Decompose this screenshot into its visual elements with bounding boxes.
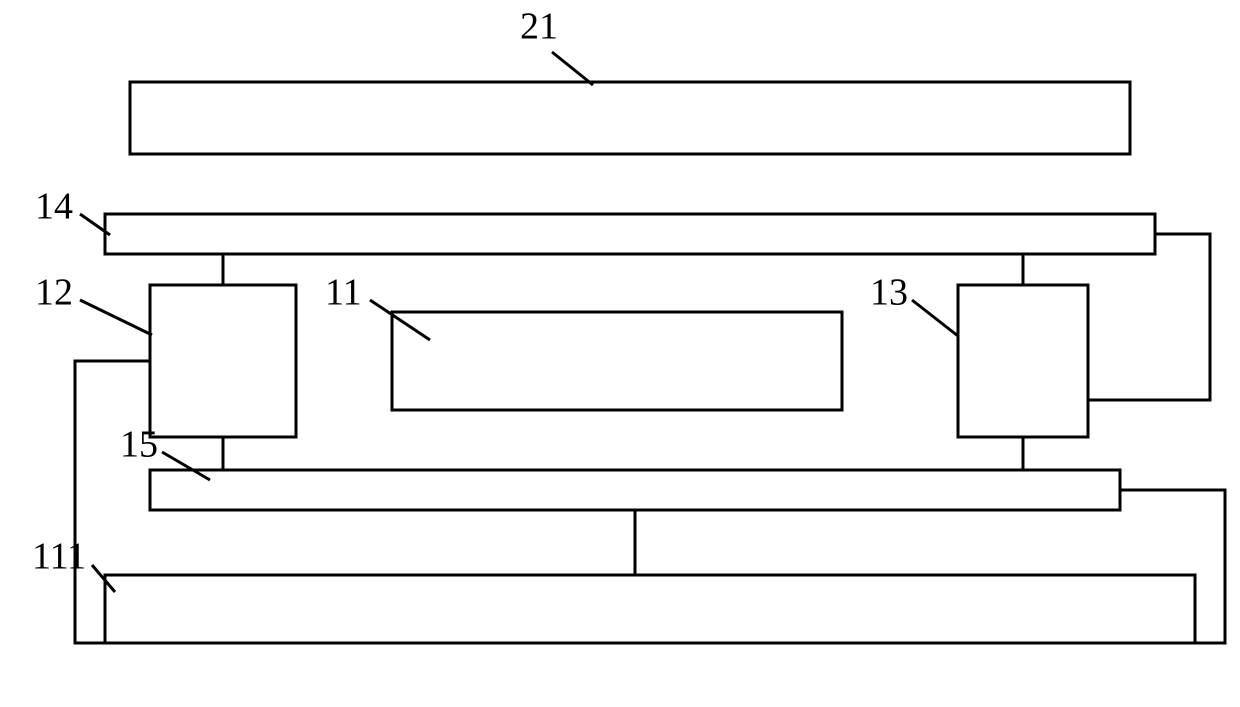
label-14: 14 (35, 186, 73, 228)
label-21: 21 (520, 6, 558, 48)
label-111: 111 (32, 536, 86, 578)
canvas-bg (0, 0, 1240, 707)
label-13: 13 (870, 272, 908, 314)
label-11: 11 (325, 272, 362, 314)
label-12: 12 (35, 272, 73, 314)
label-15: 15 (120, 424, 158, 466)
